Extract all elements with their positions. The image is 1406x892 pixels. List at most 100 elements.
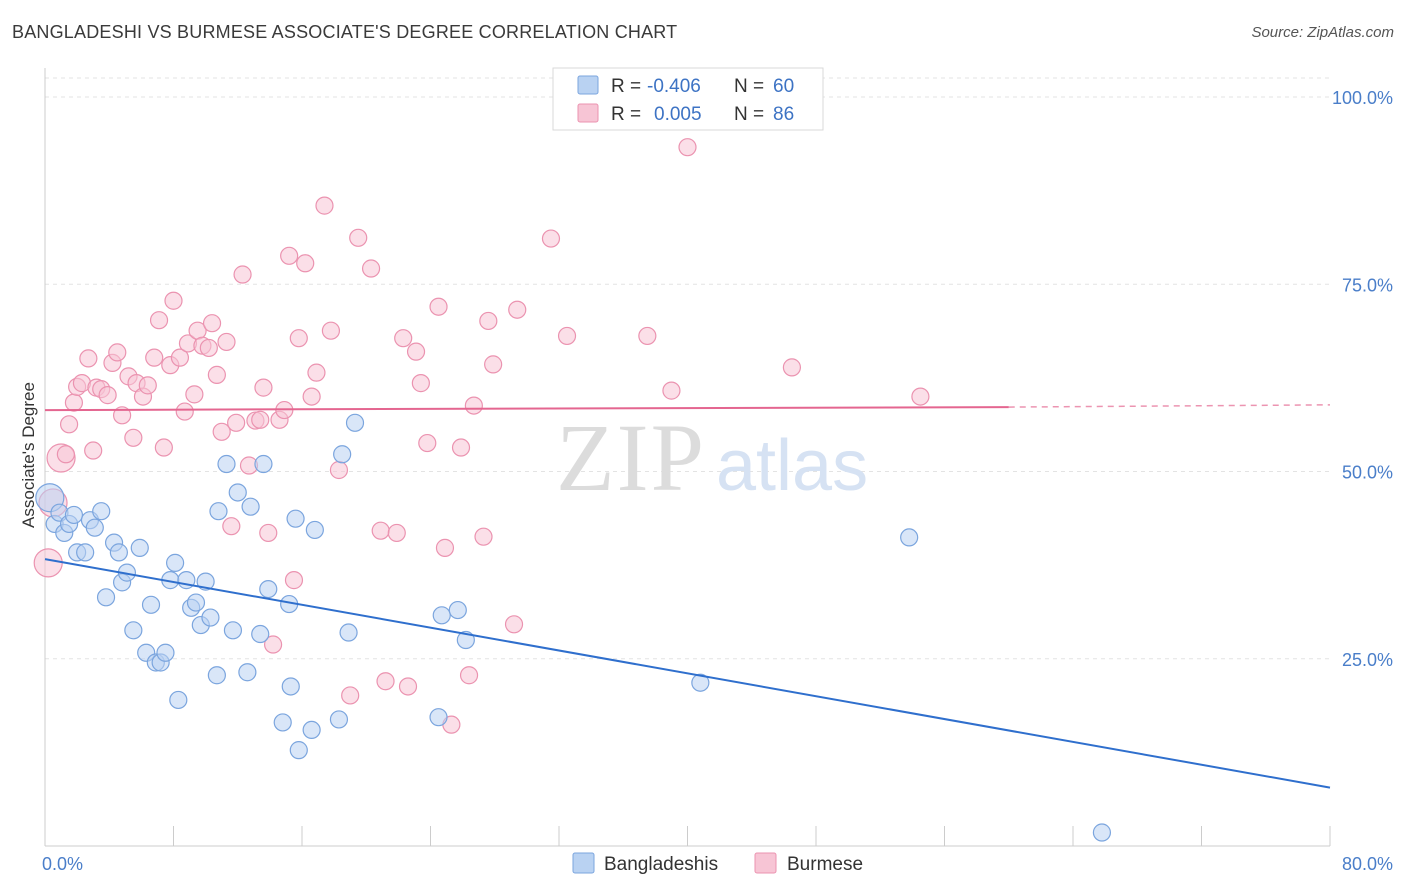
grid-lines bbox=[45, 77, 1330, 660]
burmese-point bbox=[138, 376, 157, 395]
bangladeshis-point bbox=[64, 505, 84, 525]
legend-r-label: R = bbox=[611, 104, 641, 125]
legend-swatch-blue bbox=[577, 75, 599, 95]
burmese-point bbox=[302, 387, 321, 406]
bangladeshis-point bbox=[289, 741, 308, 760]
watermark-atlas: atlas bbox=[716, 426, 868, 506]
burmese-point bbox=[349, 228, 368, 247]
bangladeshis-point bbox=[448, 600, 467, 620]
series-legend-swatch-pink bbox=[754, 852, 777, 874]
burmese-point bbox=[411, 374, 430, 393]
burmese-point bbox=[307, 363, 326, 382]
source-label: Source: ZipAtlas.com bbox=[1251, 24, 1394, 41]
y-tick-label: 75.0% bbox=[1342, 275, 1393, 295]
bangladeshis-point bbox=[209, 502, 228, 521]
bangladeshis-point bbox=[207, 666, 226, 685]
bangladeshis-point bbox=[166, 553, 185, 572]
burmese-point bbox=[199, 338, 218, 358]
burmese-point bbox=[222, 517, 241, 536]
bangladeshis-point bbox=[196, 572, 215, 591]
burmese-point bbox=[341, 686, 360, 705]
burmese-point bbox=[464, 396, 483, 415]
bangladeshis-point bbox=[201, 608, 220, 627]
bangladeshis-point bbox=[156, 643, 175, 662]
burmese-point bbox=[59, 415, 79, 434]
legend-row-burmese: R = 0.005 N = 86 bbox=[577, 103, 794, 125]
burmese-point bbox=[406, 342, 426, 361]
bangladeshis-point bbox=[254, 454, 273, 474]
bangladeshis-point bbox=[456, 630, 475, 650]
bangladeshis-point bbox=[76, 543, 95, 562]
burmese-point bbox=[170, 348, 190, 367]
burmese-point bbox=[329, 460, 349, 480]
burmese-point bbox=[371, 521, 390, 540]
y-tick-label: 25.0% bbox=[1342, 650, 1393, 670]
burmese-point bbox=[227, 413, 246, 432]
burmese-point bbox=[263, 635, 283, 654]
burmese-point bbox=[98, 386, 117, 405]
axes bbox=[44, 68, 1331, 847]
burmese-point bbox=[557, 326, 577, 346]
burmese-point bbox=[398, 677, 418, 696]
tick-labels: 25.0% 50.0% 75.0% 100.0% 0.0% 80.0% bbox=[42, 88, 1393, 874]
bangladeshis-point bbox=[900, 528, 919, 547]
bangladeshis-point bbox=[345, 413, 365, 432]
bangladeshis-point bbox=[109, 543, 128, 562]
burmese-point bbox=[418, 433, 437, 453]
burmese-point bbox=[149, 311, 169, 330]
legend-n-label: N = bbox=[734, 104, 764, 125]
x-tick-label-min: 0.0% bbox=[42, 854, 83, 874]
legend-n-label: N = bbox=[734, 76, 764, 97]
burmese-point bbox=[289, 329, 308, 348]
bangladeshis-point bbox=[217, 454, 236, 474]
burmese-point bbox=[662, 381, 681, 400]
bangladeshis-point bbox=[429, 708, 448, 727]
series-legend-label-bangladeshis: Bangladeshis bbox=[604, 854, 718, 875]
trend-lines bbox=[44, 404, 1331, 789]
bangladeshis-point bbox=[238, 663, 257, 682]
watermark: ZIP atlas bbox=[556, 404, 868, 511]
burmese-point bbox=[474, 527, 493, 546]
bangladeshis-point bbox=[333, 445, 352, 464]
legend-r-label: R = bbox=[611, 76, 641, 97]
burmese-point bbox=[112, 406, 132, 425]
burmese-point bbox=[164, 291, 183, 310]
y-tick-label: 100.0% bbox=[1332, 88, 1393, 108]
bangladeshis-point bbox=[1092, 823, 1112, 842]
bangladeshis-point bbox=[691, 673, 710, 692]
burmese-point bbox=[280, 246, 299, 265]
bangladeshis-point bbox=[141, 595, 161, 614]
bangladeshis-point bbox=[169, 690, 188, 710]
bangladeshis-point bbox=[85, 518, 104, 537]
watermark-zip: ZIP bbox=[556, 404, 706, 511]
burmese-point bbox=[56, 445, 75, 464]
burmese-point bbox=[207, 365, 226, 384]
burmese-point bbox=[64, 393, 84, 412]
burmese-point bbox=[484, 355, 503, 374]
bangladeshis-point bbox=[228, 483, 247, 502]
burmese-point bbox=[254, 378, 273, 397]
burmese-point bbox=[459, 666, 479, 685]
burmese-point bbox=[387, 523, 406, 543]
bangladeshis-point bbox=[329, 710, 349, 729]
series-legend: Bangladeshis Burmese bbox=[572, 852, 863, 875]
y-axis-title: Associate's Degree bbox=[19, 382, 38, 528]
burmese-point bbox=[479, 311, 498, 331]
chart-title: BANGLADESHI VS BURMESE ASSOCIATE'S DEGRE… bbox=[12, 22, 678, 42]
bangladeshis-points bbox=[35, 413, 1112, 842]
burmese-point bbox=[124, 428, 143, 447]
burmese-point bbox=[508, 300, 527, 319]
bangladeshis-point bbox=[273, 713, 292, 732]
burmese-point bbox=[145, 348, 164, 367]
burmese-point bbox=[435, 538, 455, 557]
burmese-point bbox=[296, 254, 315, 273]
burmese-point bbox=[154, 438, 173, 457]
bangladeshis-point bbox=[286, 509, 305, 528]
bangladeshis-point bbox=[96, 588, 116, 607]
bangladeshis-point bbox=[241, 497, 260, 516]
burmese-trend-line bbox=[44, 406, 1009, 412]
burmese-point bbox=[638, 326, 657, 346]
bangladeshis-point bbox=[223, 621, 243, 640]
legend-row-bangladeshis: R = -0.406 N = 60 bbox=[577, 75, 794, 97]
